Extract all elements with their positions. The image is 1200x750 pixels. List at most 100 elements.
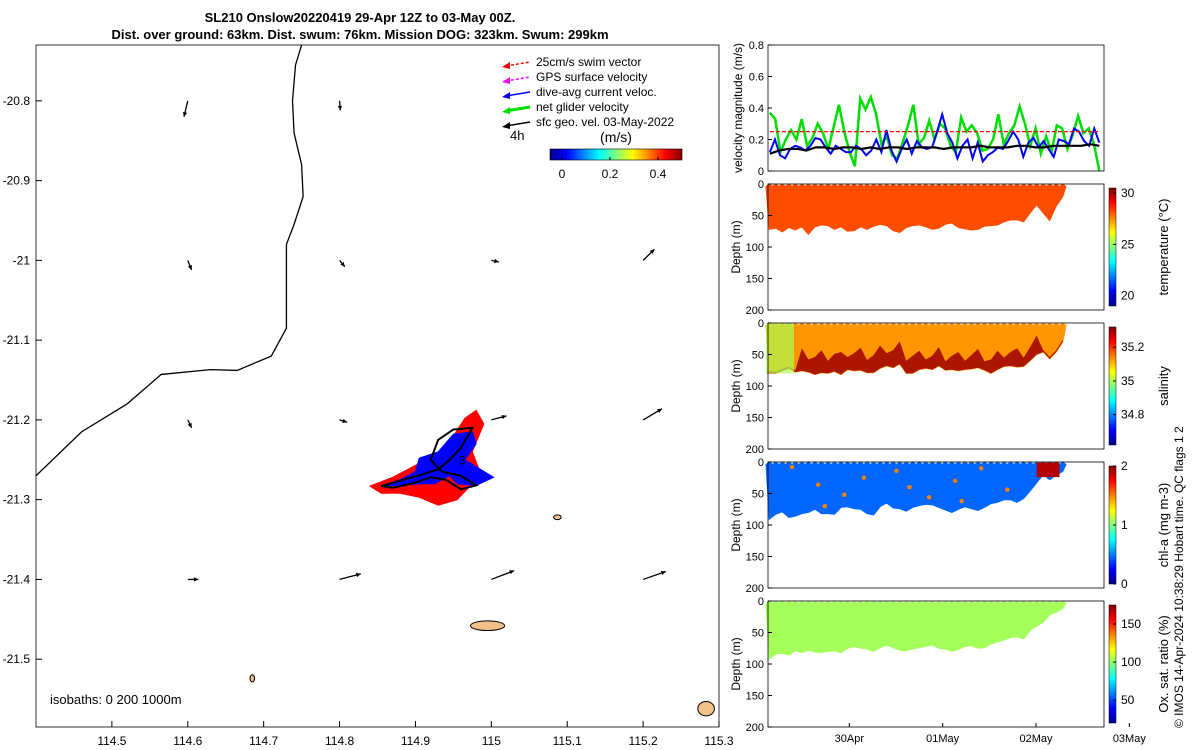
- section-colorbar-tick-label: 2: [1121, 459, 1128, 473]
- sfc-geo-arrow-0: [182, 100, 189, 117]
- sfc-geo-arrow-3: [339, 259, 346, 268]
- legend-arrowhead-4: [502, 122, 510, 129]
- map-x-tick-label: 114.5: [97, 734, 126, 748]
- figure-title: SL210 Onslow20220419 29-Apr 12Z to 03-Ma…: [40, 9, 680, 43]
- velocity-y-tick-label: 0: [758, 166, 764, 178]
- legend-arrowhead-2: [502, 92, 510, 99]
- chl-a-panel: 0 50 100 150 200 Depth (m) 0 1 2 chl-a (mg m-3): [729, 457, 1171, 595]
- legend-label-0: 25cm/s swim vector: [536, 55, 641, 69]
- chl-a-dot: [952, 478, 958, 484]
- section-colorbar: [1108, 326, 1117, 446]
- map-colorbar: [549, 148, 683, 161]
- section-y-tick-label: 100: [746, 381, 764, 393]
- sfc-geo-arrow-head: [342, 418, 348, 424]
- velocity-series-0: [768, 93, 1101, 172]
- sfc-geo-arrow-9: [642, 408, 663, 421]
- temperature-panel: 0 50 100 150 200 Depth (m) 20 25 30 temperature (…: [729, 179, 1171, 317]
- oxygen-panel: 0 50 100 150 200 Depth (m) 50 100 150 Ox. sat. ra…: [729, 596, 1171, 745]
- legend-arrowhead-1: [502, 77, 510, 84]
- section-y-tick-label: 200: [746, 444, 764, 456]
- sfc-geo-arrow-head: [355, 572, 361, 578]
- chl-a-patch: [1036, 462, 1060, 478]
- section-colorbar-tick-label: 150: [1121, 617, 1141, 631]
- section-y-tick-label: 150: [746, 552, 764, 564]
- section-colorbar-tick-label: 25: [1121, 237, 1135, 251]
- legend-arrowhead-3: [502, 107, 510, 114]
- legend-label-4: sfc geo. vel. 03-May-2022: [536, 115, 674, 129]
- section-y-tick-label: 0: [758, 596, 764, 608]
- sfc-geo-arrow-head: [494, 258, 499, 264]
- map-y-tick-label: -21: [13, 253, 31, 267]
- sfc-geo-arrow-6: [187, 419, 193, 429]
- sfc-geo-arrow-head: [193, 577, 199, 582]
- sfc-geo-arrow-11: [339, 572, 361, 581]
- chl-a-dot: [1005, 487, 1010, 492]
- map-y-tick-label: -21.1: [3, 333, 31, 347]
- section-colorbar-tick-label: 35.2: [1121, 340, 1145, 354]
- map-y-tick-label: -21.3: [3, 493, 31, 507]
- map-x-tick-label: 114.8: [325, 734, 354, 748]
- section-colorbar: [1108, 604, 1117, 724]
- sfc-geo-arrow-head: [509, 570, 515, 575]
- map-y-tick-label: -21.2: [3, 413, 31, 427]
- map-x-tick-label: 114.7: [249, 734, 278, 748]
- map-x-tick-label: 115.2: [629, 734, 658, 748]
- section-colorbar-tick-label: 0: [1121, 577, 1128, 591]
- chl-a-dot: [959, 498, 964, 504]
- velocity-y-tick-label: 0.2: [749, 135, 764, 147]
- map-colorbar-tick-label: 0: [559, 167, 566, 181]
- section-y-tick-label: 100: [746, 520, 764, 532]
- isobaths-label: isobaths: 0 200 1000m: [50, 692, 182, 707]
- figure-title-line1: SL210 Onslow20220419 29-Apr 12Z to 03-Ma…: [204, 10, 516, 25]
- credit-text: © IMOS 14-Apr-2024 10:38:29 Hobart time.…: [1172, 426, 1186, 728]
- velocity-y-tick-label: 0.6: [749, 72, 764, 84]
- sfc-geo-arrow-head: [340, 261, 345, 267]
- section-y-tick-label: 150: [746, 274, 764, 286]
- section-colorbar-label: Ox. sat. ratio (%): [1156, 615, 1171, 713]
- sfc-geo-arrow-2: [187, 260, 193, 271]
- sfc-geo-arrow-head: [187, 422, 192, 428]
- section-y-tick-label: 50: [752, 489, 764, 501]
- section-y-tick-label: 100: [746, 242, 764, 254]
- section-y-tick-label: 0: [758, 457, 764, 469]
- salinity-panel: 0 50 100 150 200 Depth (m) 34.8 35 35.2 salinity: [729, 318, 1171, 456]
- sfc-geo-arrow-12: [491, 570, 515, 581]
- salinity-fresh-patch: [766, 323, 794, 374]
- coastline: [36, 45, 304, 477]
- legend-arrowhead-0: [502, 62, 510, 69]
- chl-a-dot: [907, 485, 912, 490]
- sfc-geo-arrow-head: [660, 570, 666, 575]
- section-field: [765, 183, 1067, 236]
- section-field: [765, 461, 1067, 521]
- sfc-geo-arrow-head: [649, 249, 655, 254]
- sfc-geo-arrow-8: [491, 414, 507, 421]
- velocity-panel: 0 0.2 0.4 0.6 0.8 velocity magnitude (m/s): [731, 40, 1105, 178]
- legend-swatch-1: [505, 76, 531, 82]
- chl-a-dot: [822, 503, 827, 509]
- legend-label-2: dive-avg current veloc.: [536, 85, 657, 99]
- velocity-axes-box: [767, 44, 1105, 172]
- legend-time-step: 4h: [510, 128, 524, 143]
- velocity-series-1: [768, 110, 1101, 165]
- velocity-y-tick-label: 0.4: [749, 103, 764, 115]
- velocity-series-3: [769, 143, 1100, 155]
- chl-a-dot: [789, 464, 795, 470]
- island-2: [249, 674, 256, 683]
- section-colorbar-tick-label: 20: [1121, 289, 1135, 303]
- section-colorbar-tick-label: 1: [1121, 518, 1128, 532]
- section-colorbar-label: chl-a (mg m-3): [1156, 483, 1171, 568]
- figure-title-line2: Dist. over ground: 63km. Dist. swum: 76k…: [111, 27, 609, 42]
- map-y-tick-label: -21.4: [3, 572, 31, 586]
- sfc-geo-arrow-4: [491, 258, 500, 264]
- legend-label-3: net glider velocity: [536, 100, 629, 114]
- section-y-tick-label: 200: [746, 583, 764, 595]
- section-y-tick-label: 200: [746, 305, 764, 317]
- section-x-tick-label: 01May: [926, 733, 960, 745]
- sfc-geo-arrow-7: [339, 418, 348, 424]
- section-colorbar-tick-label: 35: [1121, 374, 1135, 388]
- map-x-tick-label: 114.9: [401, 734, 430, 748]
- section-y-tick-label: 50: [752, 211, 764, 223]
- section-y-tick-label: 0: [758, 179, 764, 191]
- section-y-tick-label: 50: [752, 628, 764, 640]
